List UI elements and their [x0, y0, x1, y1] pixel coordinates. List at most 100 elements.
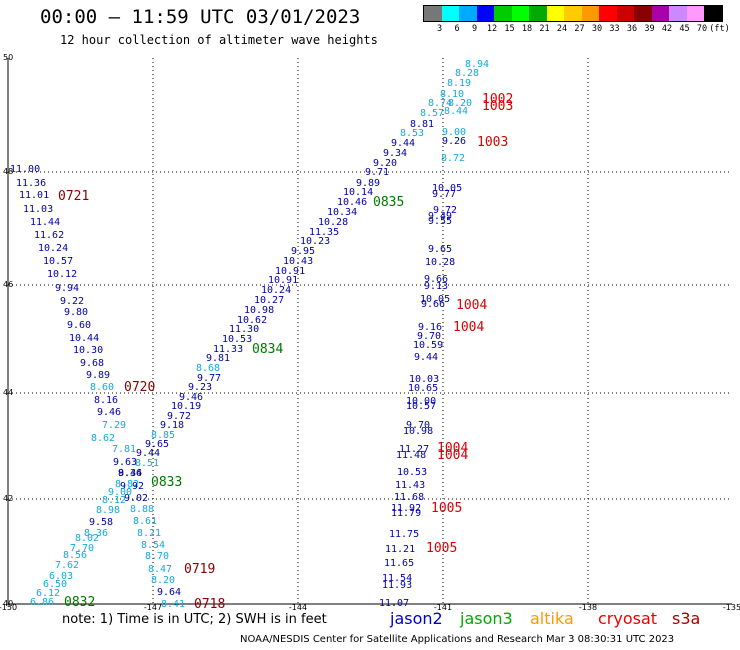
legend-swatch: [686, 6, 704, 21]
wave-height-value: 10.98: [244, 305, 274, 316]
legend-swatch: [424, 6, 442, 21]
pass-time-label: 0718: [194, 597, 225, 612]
pass-time-label: 0835: [373, 195, 404, 210]
wave-height-value: 10.27: [254, 295, 284, 306]
wave-height-value: 11.92: [391, 503, 421, 514]
wave-height-value: 10.91: [268, 275, 298, 286]
wave-height-value: 9.65: [428, 244, 452, 255]
wave-height-value: 8.70: [145, 551, 169, 562]
wave-height-value: 11.35: [309, 227, 339, 238]
wave-height-value: 8.72: [441, 153, 465, 164]
wave-height-value: 7.62: [55, 560, 79, 571]
wave-height-value: 8.57: [420, 108, 444, 119]
pass-time-label: 1004: [437, 441, 468, 456]
wave-height-value: 11.43: [395, 480, 425, 491]
y-tick-label: 44: [3, 388, 13, 397]
legend-label: 21: [539, 24, 550, 34]
wave-height-value: 8.53: [400, 128, 424, 139]
legend-swatch: [494, 6, 512, 21]
legend-swatch: [634, 6, 652, 21]
legend-label: 3: [436, 24, 443, 34]
wave-height-value: 8.88: [130, 504, 154, 515]
wave-height-value: 9.00: [108, 487, 132, 498]
wave-height-value: 10.19: [171, 401, 201, 412]
wave-height-value: 9.00: [442, 127, 466, 138]
wave-height-value: 9.22: [60, 296, 84, 307]
wave-height-value: 10.24: [38, 243, 68, 254]
wave-height-value: 8.20: [448, 98, 472, 109]
wave-height-value: 9.94: [55, 283, 79, 294]
wave-height-value: 8.28: [455, 68, 479, 79]
pass-time-label: 1005: [431, 501, 462, 516]
footer-credit: NOAA/NESDIS Center for Satellite Applica…: [240, 634, 675, 645]
color-legend: 3 6 9 12 15 18 21 24 27 30 33 36 39 42 45 70 (ft): [423, 5, 730, 36]
wave-height-value: 6.50: [43, 579, 67, 590]
wave-height-value: 9.49: [428, 211, 452, 222]
pass-time-label: 0719: [184, 562, 215, 577]
wave-height-value: 11.33: [213, 344, 243, 355]
x-tick-label: -147: [144, 603, 162, 612]
wave-height-value: 8.62: [91, 433, 115, 444]
wave-height-value: 11.54: [382, 573, 412, 584]
x-axis-labels: -150 -147 -144 -141 -138 -135: [0, 603, 740, 612]
legend-swatch: [564, 6, 582, 21]
satellite-name: jason3: [460, 609, 513, 628]
pass-time-label: 0832: [64, 595, 95, 610]
wave-height-value: 9.46: [179, 392, 203, 403]
wave-height-value: 9.20: [373, 158, 397, 169]
wave-height-value: 10.53: [397, 467, 427, 478]
legend-label: 45: [679, 24, 690, 34]
wave-height-value: 11.01: [19, 190, 49, 201]
wave-height-value: 10.91: [275, 266, 305, 277]
wave-height-value: 8.60: [90, 382, 114, 393]
wave-height-value: 9.71: [365, 167, 389, 178]
map-frame: [7, 58, 732, 605]
wave-height-value: 10.34: [327, 207, 357, 218]
wave-height-value: 10.43: [283, 256, 313, 267]
wave-height-value: 8.02: [75, 533, 99, 544]
legend-label: 15: [504, 24, 515, 34]
legend-swatch: [669, 6, 687, 21]
wave-height-value: 10.30: [73, 345, 103, 356]
legend-label: 12: [486, 24, 498, 34]
wave-height-value: 9.44: [414, 352, 438, 363]
wave-height-value: 8.44: [444, 106, 468, 117]
wave-height-value: 9.77: [197, 373, 221, 384]
wave-height-value: 10.57: [43, 256, 73, 267]
wave-height-value: 8.10: [440, 89, 464, 100]
legend-swatch: [441, 6, 459, 21]
wave-height-value: 9.46: [97, 407, 121, 418]
wave-height-value: 9.55: [428, 216, 452, 227]
wave-height-value: 9.26: [442, 136, 466, 147]
wave-height-value: 9.72: [167, 411, 191, 422]
wave-height-value: 10.28: [318, 217, 348, 228]
wave-height-value: 11.36: [16, 178, 46, 189]
legend-swatch: [651, 6, 669, 21]
y-tick-label: 46: [3, 280, 13, 289]
legend-label: 24: [556, 24, 568, 34]
wave-height-value: 10.53: [222, 334, 252, 345]
wave-height-value: 9.68: [80, 358, 104, 369]
wave-height-value: 10.59: [413, 340, 443, 351]
legend-label: 6: [454, 24, 460, 34]
wave-height-value: 9.95: [291, 246, 315, 257]
wave-height-value: 9.92: [120, 481, 144, 492]
x-tick-label: -144: [289, 603, 307, 612]
x-tick-label: -141: [434, 603, 452, 612]
pass-time-label: 1003: [477, 135, 508, 150]
legend-swatch: [599, 6, 617, 21]
x-tick-label: -135: [723, 603, 740, 612]
wave-height-value: 11.75: [389, 529, 419, 540]
y-tick-label: 40: [3, 599, 13, 608]
pass-time-label: 1004: [437, 448, 468, 463]
wave-height-value: 9.70: [417, 331, 441, 342]
legend-label: 27: [574, 24, 585, 34]
wave-height-value: 9.66: [421, 299, 445, 310]
y-axis-labels: 50 48 46 44 42 40: [3, 53, 13, 608]
pass-time-labels: 1002100310030835072110041004083407201004…: [58, 92, 513, 612]
wave-height-value: 10.28: [425, 257, 455, 268]
wave-height-value: 9.23: [188, 382, 212, 393]
pass-time-label: 1004: [456, 298, 487, 313]
wave-height-value: 7.29: [102, 420, 126, 431]
